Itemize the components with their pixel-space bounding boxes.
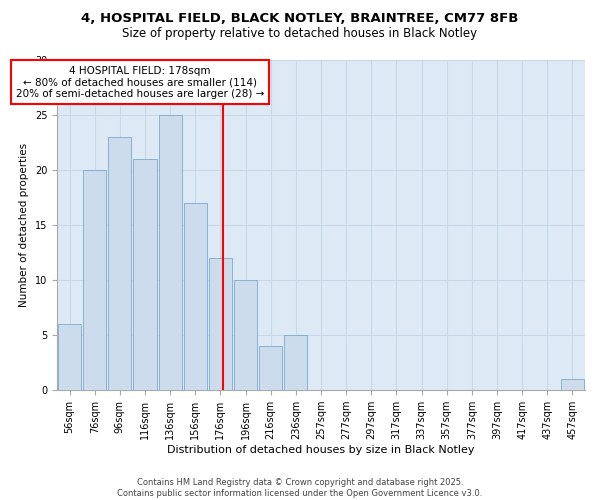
Bar xyxy=(184,203,207,390)
Bar xyxy=(209,258,232,390)
Bar xyxy=(58,324,81,390)
X-axis label: Distribution of detached houses by size in Black Notley: Distribution of detached houses by size … xyxy=(167,445,475,455)
Bar xyxy=(284,335,307,390)
Bar xyxy=(83,170,106,390)
Bar xyxy=(158,115,182,390)
Text: Size of property relative to detached houses in Black Notley: Size of property relative to detached ho… xyxy=(122,28,478,40)
Bar xyxy=(108,137,131,390)
Bar xyxy=(561,379,584,390)
Text: 4, HOSPITAL FIELD, BLACK NOTLEY, BRAINTREE, CM77 8FB: 4, HOSPITAL FIELD, BLACK NOTLEY, BRAINTR… xyxy=(82,12,518,26)
Bar xyxy=(133,159,157,390)
Text: Contains HM Land Registry data © Crown copyright and database right 2025.
Contai: Contains HM Land Registry data © Crown c… xyxy=(118,478,482,498)
Bar xyxy=(259,346,282,390)
Bar xyxy=(234,280,257,390)
Y-axis label: Number of detached properties: Number of detached properties xyxy=(19,143,29,307)
Text: 4 HOSPITAL FIELD: 178sqm
← 80% of detached houses are smaller (114)
20% of semi-: 4 HOSPITAL FIELD: 178sqm ← 80% of detach… xyxy=(16,66,264,98)
